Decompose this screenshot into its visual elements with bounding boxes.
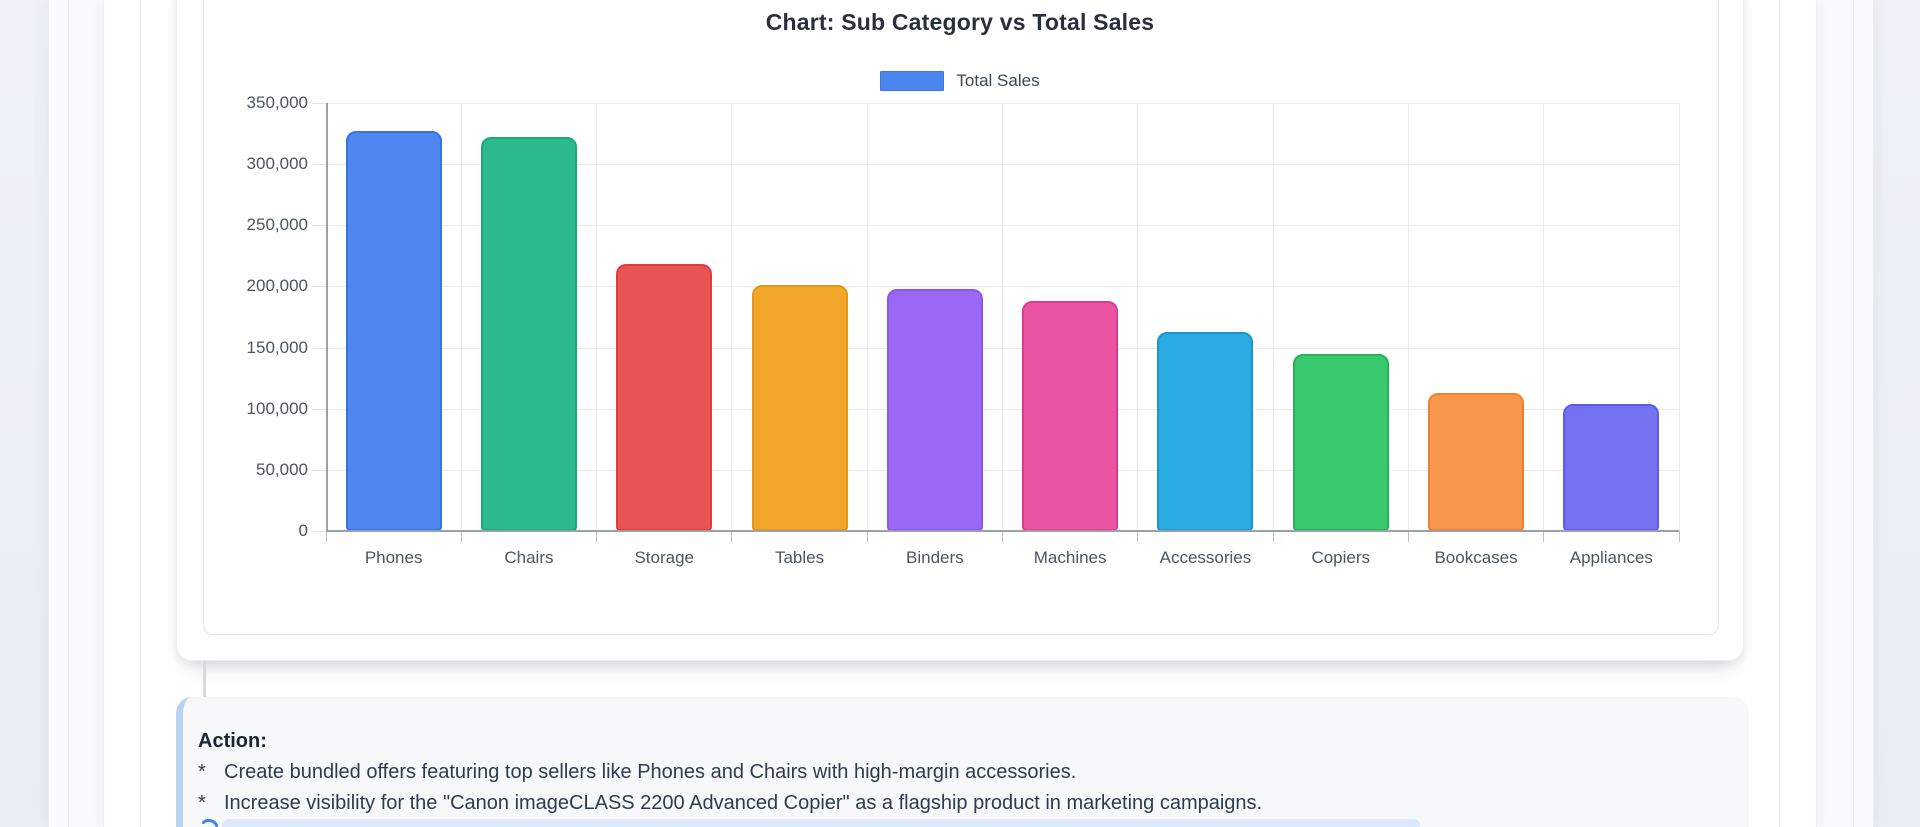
chart-title: Chart: Sub Category vs Total Sales [765, 9, 1155, 35]
y-tick-label: 250,000 [246, 215, 308, 235]
bar-binders[interactable] [886, 289, 983, 531]
x-tick [460, 531, 462, 542]
connector-line [203, 660, 206, 714]
v-gridline [1272, 103, 1274, 531]
bar-phones[interactable] [345, 131, 442, 531]
x-tick [1272, 531, 1274, 542]
y-tick [312, 225, 326, 227]
action-heading: Action: [198, 730, 267, 752]
x-tick [1543, 531, 1545, 542]
action-bullet: * Create bundled offers featuring top sel… [198, 760, 1628, 784]
y-tick-label: 150,000 [246, 337, 308, 357]
chart-legend[interactable]: Total Sales [360, 70, 1560, 92]
x-axis-label-bookcases: Bookcases [1434, 548, 1518, 567]
y-tick-label: 350,000 [246, 93, 308, 112]
v-gridline [460, 103, 462, 531]
action-bullet: * Increase visibility for the "Canon imag… [198, 791, 1628, 815]
bullet-text: Create bundled offers featuring top sell… [224, 761, 1077, 783]
bar-storage[interactable] [616, 264, 713, 531]
y-tick-label: 100,000 [246, 398, 308, 418]
x-axis-label-chairs: Chairs [504, 548, 554, 567]
x-axis-label-appliances: Appliances [1569, 548, 1653, 567]
y-tick-label: 300,000 [246, 154, 308, 174]
legend-label: Total Sales [956, 71, 1040, 90]
bullet-text: Increase visibility for the "Canon image… [224, 792, 1263, 814]
x-tick [325, 531, 327, 542]
x-axis-label-tables: Tables [774, 548, 825, 567]
v-gridline [1543, 103, 1545, 531]
x-tick [866, 531, 868, 542]
x-tick [1002, 531, 1003, 542]
action-card [176, 697, 1749, 827]
y-tick [312, 531, 326, 532]
v-gridline [596, 103, 598, 531]
v-gridline [1678, 103, 1680, 531]
bar-machines[interactable] [1022, 301, 1119, 531]
v-gridline [866, 103, 868, 531]
y-tick [312, 347, 326, 349]
x-tick [1678, 531, 1680, 542]
v-gridline [1407, 103, 1409, 531]
x-axis-label-binders: Binders [906, 548, 964, 567]
y-tick [312, 286, 326, 288]
v-gridline [1137, 103, 1139, 531]
x-tick [1137, 531, 1139, 542]
bar-chairs[interactable] [480, 137, 577, 531]
bar-bookcases[interactable] [1428, 393, 1525, 531]
x-tick [1407, 531, 1409, 542]
x-axis-label-accessories: Accessories [1159, 548, 1252, 567]
y-tick [312, 469, 326, 471]
y-tick-label: 200,000 [246, 276, 308, 296]
y-tick [312, 103, 326, 104]
bar-appliances[interactable] [1563, 404, 1660, 531]
x-tick [596, 531, 598, 542]
plot-area: 350,000 300,000 250,000 200,000 150,000 100,0… [247, 93, 1680, 567]
x-tick [731, 531, 733, 542]
x-axis-line [326, 530, 1679, 532]
y-tick-label: 50,000 [256, 459, 308, 479]
x-axis-label-storage: Storage [634, 548, 695, 567]
bar-accessories[interactable] [1157, 332, 1254, 531]
bullet-marker: * [198, 761, 206, 783]
x-axis-label-machines: Machines [1033, 548, 1107, 567]
y-tick [312, 408, 326, 410]
bar-tables[interactable] [751, 285, 848, 531]
cutoff-highlight-strip [222, 819, 1420, 827]
bullet-marker: * [198, 792, 206, 814]
y-axis-line [326, 103, 328, 532]
y-tick [312, 164, 326, 166]
x-axis-label-phones: Phones [364, 548, 423, 567]
v-gridline [731, 103, 733, 531]
x-axis-label-copiers: Copiers [1311, 548, 1371, 567]
bar-copiers[interactable] [1292, 354, 1389, 531]
v-gridline [1002, 103, 1003, 531]
legend-swatch[interactable] [880, 71, 945, 91]
cutoff-blue-glyph [202, 818, 218, 827]
y-tick-label: 0 [298, 521, 308, 540]
